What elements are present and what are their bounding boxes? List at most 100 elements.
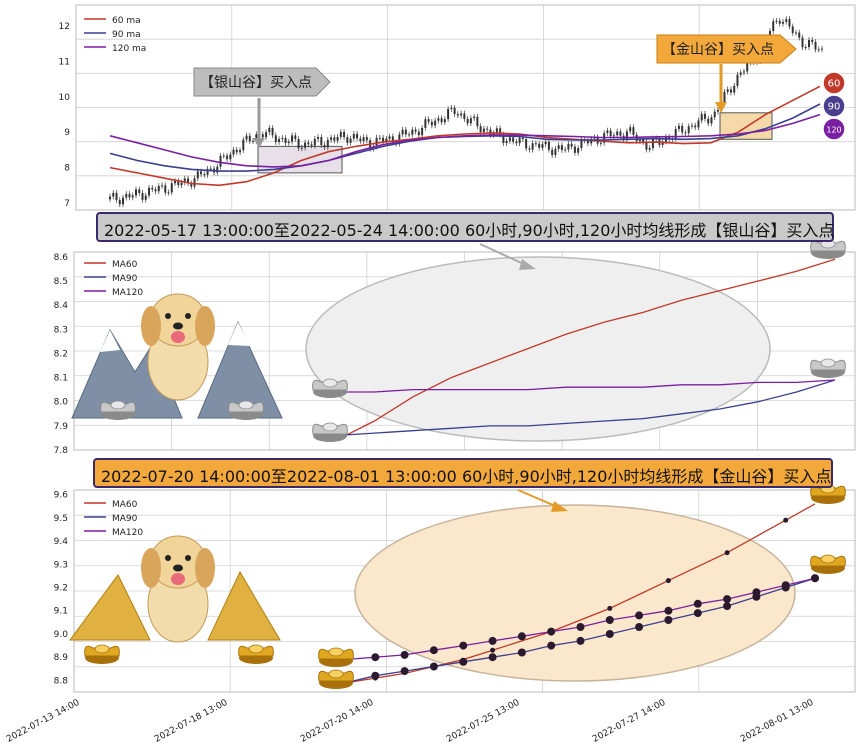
plot-frame xyxy=(75,4,856,211)
candle-body xyxy=(476,116,479,127)
candle-body xyxy=(538,143,541,148)
candle-body xyxy=(463,113,466,119)
legend-label: MA60 xyxy=(112,260,138,270)
y-tick-label: 8.8 xyxy=(54,676,69,686)
ma-point xyxy=(429,646,438,655)
candle-body xyxy=(723,91,726,104)
candle-body xyxy=(385,138,388,142)
candle-body xyxy=(567,143,570,150)
y-tick-label: 7.9 xyxy=(54,422,69,432)
candle-body xyxy=(141,192,144,200)
candle-body xyxy=(187,178,190,184)
candle-body xyxy=(248,135,251,142)
candle-body xyxy=(317,137,320,139)
candle-body xyxy=(323,145,326,148)
candle-body xyxy=(681,125,684,133)
dog-eye xyxy=(165,555,171,561)
ma-line-MA120 xyxy=(336,379,836,393)
candle-body xyxy=(791,26,794,33)
candle-body xyxy=(404,129,407,135)
candle-body xyxy=(131,195,134,198)
y-tick-label: 9.1 xyxy=(54,607,68,617)
candle-body xyxy=(710,117,713,124)
silver-highlight-ellipse xyxy=(305,256,771,442)
candle-body xyxy=(239,150,242,153)
candle-body xyxy=(268,127,271,133)
legend-label: MA120 xyxy=(112,528,143,538)
legend-label: 90 ma xyxy=(112,30,141,40)
dog-nose xyxy=(173,564,183,572)
candle-body xyxy=(297,138,300,149)
ma-point xyxy=(459,641,468,650)
candle-body xyxy=(684,132,687,134)
candle-body xyxy=(518,137,521,144)
silver-pointer-head xyxy=(253,138,265,148)
candle-body xyxy=(551,149,554,155)
y-tick-label: 9.3 xyxy=(54,560,68,570)
candle-body xyxy=(616,131,619,136)
candle-body xyxy=(135,189,138,196)
candle-body xyxy=(609,130,612,137)
candle-body xyxy=(486,128,489,130)
candle-body xyxy=(804,47,807,49)
candle-body xyxy=(359,138,362,141)
candle-body xyxy=(599,142,602,144)
ma-point xyxy=(605,630,614,638)
candle-body xyxy=(378,137,381,139)
candle-body xyxy=(456,114,459,116)
ma-point xyxy=(724,550,730,556)
candle-body xyxy=(203,174,206,176)
candle-body xyxy=(281,138,284,140)
candle-body xyxy=(544,141,547,145)
candle-body xyxy=(112,192,115,197)
candle-body xyxy=(570,143,573,147)
ma-line-MA60 xyxy=(345,503,816,684)
candle-body xyxy=(310,144,313,146)
candle-body xyxy=(554,148,557,155)
y-tick-label: 9.0 xyxy=(54,630,69,640)
candle-body xyxy=(619,131,622,136)
candle-body xyxy=(502,134,505,144)
y-tick-label: 8.1 xyxy=(54,374,68,384)
ma-point xyxy=(429,662,438,671)
candle-body xyxy=(398,134,401,144)
candle-body xyxy=(115,192,118,201)
candle-body xyxy=(245,135,248,140)
y-tick-label: 9.5 xyxy=(54,514,68,524)
candle-body xyxy=(700,113,703,121)
candle-body xyxy=(612,135,615,137)
candle-body xyxy=(525,139,528,149)
ma-point xyxy=(400,650,409,659)
candle-body xyxy=(401,129,404,135)
ingot-top xyxy=(322,378,338,388)
candle-body xyxy=(625,131,628,140)
candle-body xyxy=(642,139,645,143)
ma-point xyxy=(783,517,789,523)
candle-body xyxy=(677,125,680,129)
candle-body xyxy=(606,130,609,134)
dog-ear xyxy=(195,306,215,346)
candle-body xyxy=(821,48,823,50)
candle-body xyxy=(674,128,677,139)
candle-body xyxy=(466,118,469,124)
gold-valley-panel: 8.8 8.9 9.0 9.1 9.2 9.3 9.4 9.5 9.6 MA60 MA90 MA120 xyxy=(54,484,856,693)
silver-note-arrow-head xyxy=(519,259,536,270)
candle-body xyxy=(440,118,443,123)
candle-body xyxy=(632,127,635,135)
y-tick-label: 8.6 xyxy=(54,253,69,263)
ma-badge-label: 90 xyxy=(828,102,841,113)
x-tick-label: 2022-08-01 13:00 xyxy=(739,698,816,745)
candle-body xyxy=(265,132,268,138)
y-tick-label: 12 xyxy=(59,22,70,32)
candle-body xyxy=(694,125,697,128)
candle-body xyxy=(739,72,742,75)
ingot-top xyxy=(248,644,264,654)
candle-body xyxy=(219,155,222,167)
candle-body xyxy=(174,181,177,184)
candle-body xyxy=(450,107,453,110)
candle-body xyxy=(453,107,456,115)
candle-body xyxy=(772,21,775,32)
plot-frame xyxy=(73,251,856,451)
ingot-top xyxy=(328,647,344,657)
candle-body xyxy=(391,136,394,143)
